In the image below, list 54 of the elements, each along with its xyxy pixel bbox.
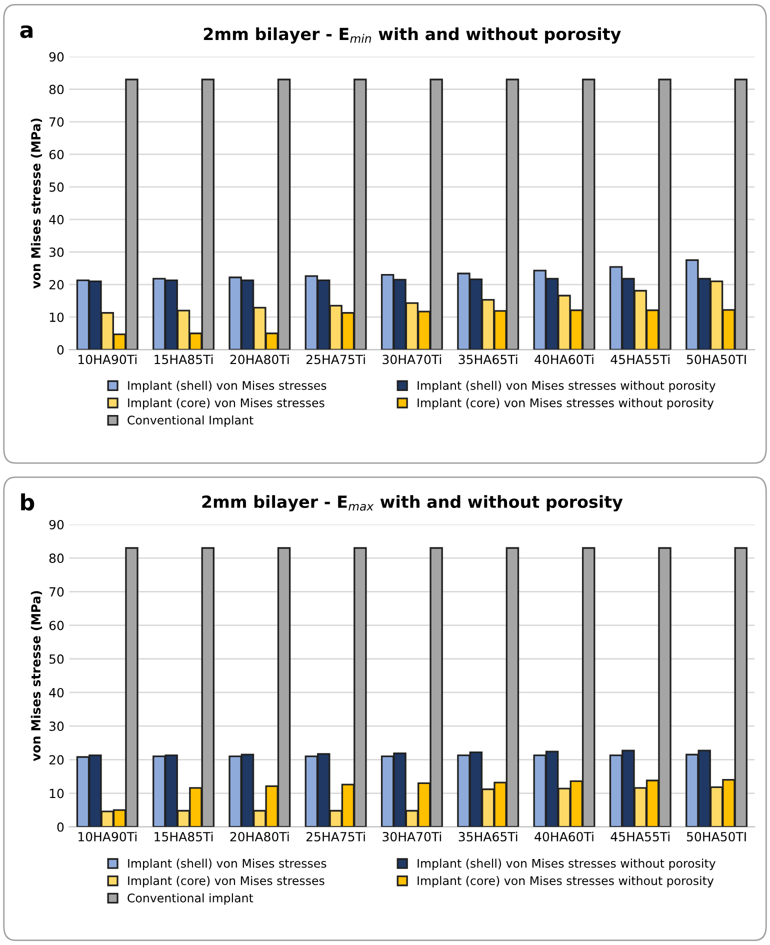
legend-label: Implant (core) von Mises stresses without porosity <box>418 876 714 888</box>
y-tick-label: 80 <box>49 554 64 563</box>
y-tick-label: 40 <box>49 214 64 224</box>
y-tick-label: 60 <box>49 620 64 630</box>
x-tick-label: 45HA55Ti <box>610 354 670 364</box>
x-tick-label: 15HA85Ti <box>154 354 213 364</box>
y-tick-label: 60 <box>49 150 64 160</box>
y-tick-label: 70 <box>50 117 64 127</box>
x-tick-label: 35HA65Ti <box>458 832 518 842</box>
x-tick-label: 25HA75Ti <box>306 832 365 842</box>
x-tick-label: 30HA70Ti <box>382 832 442 842</box>
legend-label: Implant (core) von Mises stresses <box>128 398 324 410</box>
legend-label: Conventional implant <box>128 893 254 905</box>
x-tick-label: 20HA80Ti <box>230 354 289 364</box>
x-tick-label: 45HA55Ti <box>610 832 670 842</box>
y-tick-label: 0 <box>57 822 64 832</box>
x-tick-label: 30HA70Ti <box>382 354 442 364</box>
y-tick-label: 70 <box>50 587 64 597</box>
legend-label: Conventional Implant <box>128 415 254 427</box>
x-tick-label: 10HA90Ti <box>78 832 136 842</box>
x-tick-label: 50HA50TI <box>686 832 746 842</box>
y-axis-title: von Mises stresse (MPa) <box>30 118 42 289</box>
y-tick-label: 20 <box>49 755 64 765</box>
x-tick-label: 40HA60Ti <box>534 354 594 364</box>
x-tick-label: 15HA85Ti <box>154 832 213 842</box>
legend-label: Implant (shell) von Mises stresses without porosity <box>418 858 716 870</box>
y-tick-label: 90 <box>49 520 64 530</box>
y-tick-label: 50 <box>49 182 64 192</box>
y-tick-label: 40 <box>49 688 64 698</box>
x-tick-label: 20HA80Ti <box>230 832 289 842</box>
x-tick-label: 25HA75Ti <box>306 354 365 364</box>
legend-label: Implant (shell) von Mises stresses <box>128 380 326 392</box>
y-tick-label: 10 <box>50 788 64 798</box>
x-tick-label: 10HA90Ti <box>78 354 136 364</box>
y-tick-label: 90 <box>49 52 64 62</box>
x-tick-label: 35HA65Ti <box>458 354 518 364</box>
y-tick-label: 50 <box>49 654 64 664</box>
x-tick-label: 40HA60Ti <box>534 832 594 842</box>
y-tick-label: 80 <box>49 84 64 94</box>
text: a <box>20 25 32 38</box>
text: b <box>21 493 34 511</box>
y-tick-label: 30 <box>49 722 64 731</box>
legend-label: Implant (core) von Mises stresses without porosity <box>418 398 714 410</box>
y-tick-label: 30 <box>49 247 64 257</box>
legend-label: Implant (core) von Mises stresses <box>128 876 324 888</box>
x-tick-label: 50HA50TI <box>686 354 746 364</box>
y-tick-label: 10 <box>50 312 64 322</box>
y-tick-label: 0 <box>57 345 64 355</box>
chart-title: 2mm bilayer - E$_{max}$ with and without porosity <box>202 495 623 512</box>
chart-title: 2mm bilayer - E$_{min}$ with and without porosity <box>204 27 621 44</box>
y-axis-title: von Mises stresse (MPa) <box>30 591 42 762</box>
y-tick-label: 20 <box>49 280 64 290</box>
legend-label: Implant (shell) von Mises stresses without porosity <box>418 380 716 392</box>
legend-label: Implant (shell) von Mises stresses <box>128 858 326 870</box>
